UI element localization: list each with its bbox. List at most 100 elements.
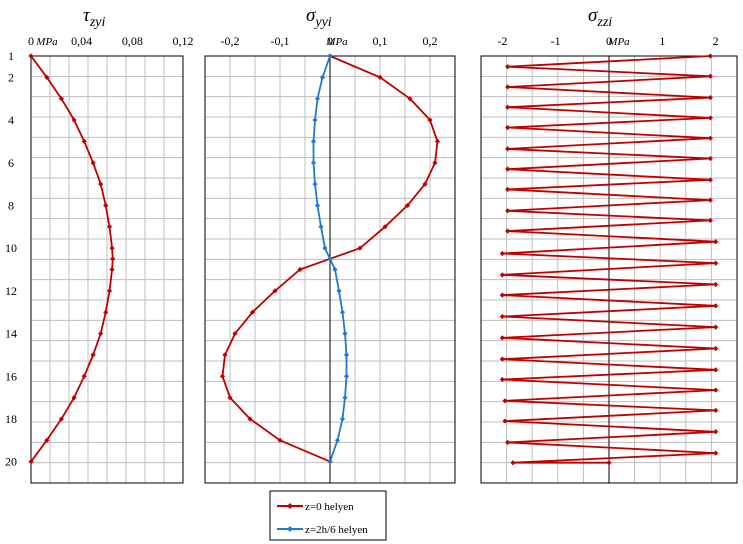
- tau-unit-label: MPa: [35, 36, 58, 48]
- sigma-yy-series-z2h6-point: [314, 202, 321, 209]
- sigma-yy-series-z0-point: [357, 245, 363, 251]
- sigma-zz-series-z0-point: [505, 228, 511, 234]
- sigma-yy-panel-title-main: σ: [306, 5, 316, 26]
- tau-panel-title-main: τ: [83, 5, 91, 26]
- tau-y-tick-label: 12: [5, 284, 17, 298]
- sigma-yy-series-z2h6-point: [334, 437, 341, 443]
- tau-series-z0-point: [110, 256, 116, 262]
- sigma-zz-series-z0-point: [510, 460, 516, 466]
- sigma-yy-series-z0-point: [247, 416, 253, 422]
- legend: z=0 helyen z=2h/6 helyen: [269, 490, 387, 541]
- sigma-yy-series-z0-point: [222, 352, 228, 358]
- tau-series-z0-point: [44, 437, 50, 443]
- tau-y-tick-label: 18: [5, 412, 17, 426]
- sigma-zz-series-z0-point: [505, 146, 511, 152]
- tau-series-z0-point: [106, 288, 113, 294]
- tau-series-z0-point: [98, 181, 104, 187]
- sigma-yy-series-z2h6-point: [343, 373, 350, 379]
- sigma-zz-series-z0-point: [713, 260, 719, 266]
- sigma-zz-series-z0-point: [707, 73, 713, 79]
- sigma-yy-series-z0-point: [227, 395, 233, 401]
- tau-series-z0-point: [44, 74, 50, 80]
- sigma-zz-series-z0-point: [505, 208, 511, 214]
- sigma-zz-series-z0-point: [707, 197, 713, 203]
- sigma-yy-x-tick-label: -0,2: [221, 34, 240, 48]
- sigma-yy-series-z2h6-point: [339, 416, 346, 422]
- sigma-zz-x-tick-label: -1: [551, 34, 561, 48]
- sigma-yy-x-tick-label: 0: [327, 34, 333, 48]
- sigma-yy-series-z0-point: [249, 309, 256, 315]
- tau-series-z0-point: [71, 395, 77, 401]
- sigma-yy-panel-title: σyyi: [306, 5, 332, 30]
- sigma-yy-series-z2h6-point: [312, 117, 318, 123]
- sigma-zz-x-tick-label: 2: [713, 34, 719, 48]
- sigma-zz-series-z0-point: [707, 53, 713, 59]
- sigma-yy-series-z2h6-point: [312, 181, 318, 187]
- sigma-zz-series-z0-point: [505, 124, 511, 131]
- sigma-zz-series-z0-point: [499, 356, 505, 362]
- sigma-zz-series-z0-point: [707, 177, 713, 183]
- sigma-yy-series-z2h6-point: [339, 309, 346, 315]
- sigma-zz-series-z0-point: [713, 345, 719, 352]
- tau-series-z0-point: [98, 330, 104, 337]
- sigma-zz-series-z0-point: [713, 407, 719, 414]
- sigma-zz-series-z0-point: [505, 166, 511, 172]
- tau-y-tick-label: 6: [8, 156, 14, 170]
- sigma-zz-series-z0-point: [505, 104, 511, 110]
- tau-series-z0-point: [28, 459, 34, 465]
- sigma-zz-panel-title-main: σ: [588, 5, 598, 26]
- tau-x-tick-label: 0,04: [71, 34, 92, 48]
- sigma-yy-series-z2h6-point: [327, 53, 333, 59]
- sigma-zz-series-z0-point: [707, 95, 713, 101]
- sigma-zz-panel-title: σzzi: [588, 5, 612, 30]
- tau-plot-frame: [30, 55, 184, 484]
- sigma-yy-series-z2h6-point: [342, 330, 348, 337]
- sigma-yy-series-z2h6-point: [310, 160, 317, 166]
- tau-y-tick-label: 14: [5, 327, 17, 341]
- sigma-zz-series-z0-point: [502, 418, 508, 424]
- sigma-yy-series-z0-point: [434, 138, 441, 144]
- sigma-yy-series-z0-point: [377, 74, 383, 80]
- sigma-yy-series-z0-point: [219, 373, 226, 379]
- sigma-zz-x-tick-label: 0: [606, 34, 612, 48]
- sigma-zz-panel: -2 -1 0 1 2 MPa: [480, 34, 738, 484]
- tau-x-tick-label: 0: [28, 34, 34, 48]
- sigma-yy-series-z0-point: [407, 96, 413, 102]
- sigma-zz-series-z0-point: [707, 135, 713, 141]
- sigma-yy-x-tick-label: -0,1: [271, 34, 290, 48]
- tau-y-tick-label: 8: [8, 198, 14, 212]
- sigma-zz-series-z0-point: [505, 186, 511, 193]
- legend-box: [269, 490, 387, 541]
- tau-y-tick-label: 4: [8, 113, 14, 127]
- tau-series-z0-point: [109, 245, 115, 251]
- tau-x-tick-label: 0,08: [122, 34, 143, 48]
- sigma-yy-series-z0-point: [277, 437, 283, 443]
- sigma-yy-series-z2h6-point: [342, 395, 348, 401]
- sigma-yy-series-z2h6-point: [336, 288, 342, 294]
- sigma-zz-series-z0-point: [499, 313, 505, 320]
- legend-label-z2h6: z=2h/6 helyen: [305, 524, 368, 536]
- sigma-yy-series-z2h6-point: [318, 224, 324, 230]
- tau-series-z0-point: [103, 309, 109, 315]
- sigma-zz-series-z0-point: [707, 155, 713, 162]
- tau-series-z0-point: [58, 416, 64, 422]
- legend-marker-z0: [287, 503, 293, 509]
- sigma-yy-series-z0-point: [382, 224, 388, 230]
- sigma-yy-series-z2h6-point: [343, 352, 350, 358]
- sigma-zz-series-z0-point: [713, 303, 719, 309]
- tau-series-z0-point: [28, 53, 34, 59]
- sigma-yy-series-z2h6-point: [310, 138, 317, 144]
- sigma-yy-series-z0-point: [297, 266, 303, 273]
- sigma-zz-series-z0-point: [502, 398, 508, 404]
- sigma-yy-series-z2h6-point: [322, 245, 328, 251]
- sigma-zz-series-z0-point: [505, 84, 511, 90]
- legend-label-z0: z=0 helyen: [305, 501, 354, 513]
- sigma-zz-series-z0-point: [713, 324, 719, 330]
- sigma-yy-series-z2h6-point: [327, 256, 333, 262]
- sigma-yy-series-z0-point: [427, 117, 433, 123]
- sigma-yy-unit-label: MPa: [325, 36, 348, 48]
- tau-y-tick-label: 16: [5, 369, 17, 383]
- tau-series-z0-point: [71, 117, 77, 123]
- tau-panel-title-sub: zyi: [89, 15, 106, 30]
